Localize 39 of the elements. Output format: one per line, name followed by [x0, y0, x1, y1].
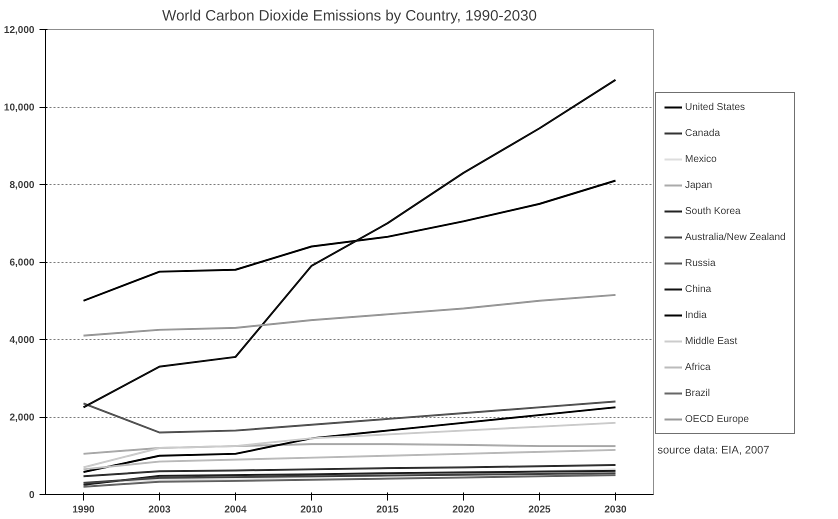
y-tick-label: 6,000 — [9, 258, 35, 268]
y-tick-label: 10,000 — [4, 102, 35, 114]
line-series — [82, 294, 616, 337]
legend-label: South Korea — [685, 205, 741, 217]
y-tick-label: 0 — [28, 490, 35, 501]
legend-label: United States — [685, 101, 746, 113]
line-series — [82, 448, 616, 470]
source-note: source data: EIA, 2007 — [658, 444, 770, 456]
legend-label: Africa — [685, 361, 711, 373]
y-tick-label: 2,000 — [9, 412, 35, 424]
legend-label: Russia — [685, 257, 716, 269]
x-tick-label: 2020 — [452, 504, 476, 516]
legend-label: Middle East — [685, 335, 738, 347]
y-tick-label: 4,000 — [9, 335, 35, 346]
legend-label: Mexico — [685, 153, 717, 165]
line-series — [82, 400, 616, 434]
x-tick-label: 2025 — [528, 504, 552, 516]
x-tick-label: 2010 — [300, 504, 324, 516]
legend-label: China — [685, 283, 712, 295]
x-tick-label: 2004 — [224, 504, 248, 516]
legend-label: Canada — [685, 127, 720, 139]
legend-label: Australia/New Zealand — [685, 231, 786, 243]
y-tick-label: 12,000 — [4, 25, 35, 36]
line-series — [82, 474, 616, 488]
legend-label: India — [685, 309, 707, 321]
chart-title: World Carbon Dioxide Emissions by Country, 1990-2030 — [162, 8, 537, 24]
line-series — [82, 464, 616, 478]
line-series — [82, 406, 616, 474]
line-series — [82, 422, 616, 468]
x-tick-label: 2003 — [148, 504, 172, 516]
y-tick-label: 8,000 — [9, 180, 35, 191]
line-series — [82, 78, 616, 408]
legend-label: Brazil — [685, 387, 710, 399]
x-tick-label: 1990 — [72, 504, 96, 516]
legend-label: OECD Europe — [685, 413, 749, 425]
line-series — [82, 180, 616, 302]
x-tick-label: 2015 — [376, 504, 400, 516]
x-tick-label: 2030 — [604, 504, 628, 516]
legend-label: Japan — [685, 179, 712, 191]
